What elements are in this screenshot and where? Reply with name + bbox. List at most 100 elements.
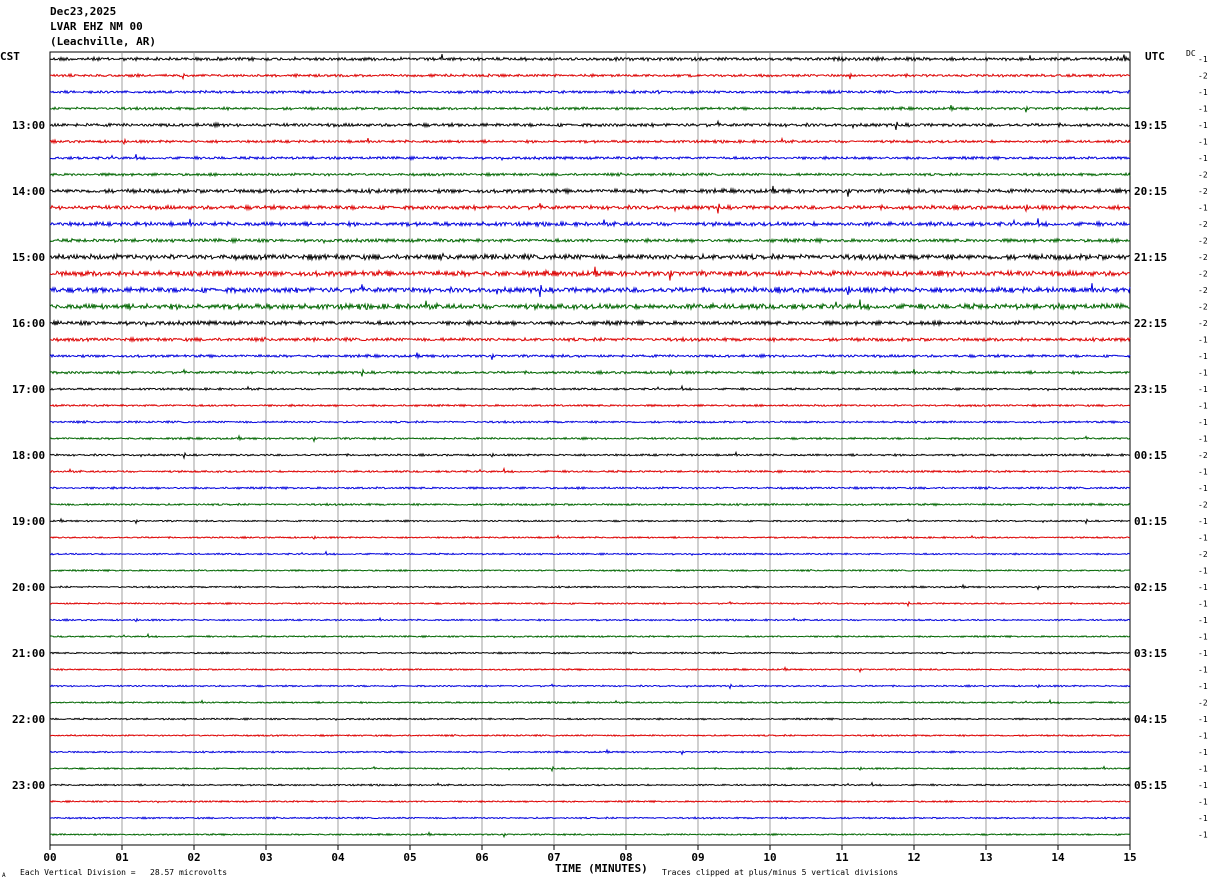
seismic-trace [49, 266, 1131, 281]
seismic-trace [49, 450, 1131, 460]
seismic-trace [49, 237, 1131, 245]
dc-offset-label: -1 [1198, 204, 1208, 213]
seismic-trace [49, 218, 1131, 229]
dc-offset-label: -2 [1198, 220, 1208, 229]
x-axis-title: TIME (MINUTES) [555, 862, 648, 875]
x-tick-label: 00 [43, 851, 56, 864]
station-code: LVAR EHZ NM 00 [50, 20, 143, 33]
dc-offset-label: -2 [1198, 237, 1208, 246]
seismic-trace [49, 171, 1131, 178]
seismic-trace [49, 733, 1131, 738]
dc-offset-label: -2 [1198, 270, 1208, 279]
dc-offset-label: -2 [1198, 171, 1208, 180]
seismic-trace [49, 434, 1131, 443]
x-tick-label: 12 [907, 851, 920, 864]
seismic-trace [49, 104, 1131, 113]
seismic-trace [49, 502, 1131, 507]
seismic-trace [49, 136, 1131, 146]
dc-offset-label: -1 [1198, 798, 1208, 807]
seismic-trace [49, 698, 1131, 705]
dc-offset-label: -2 [1198, 699, 1208, 708]
dc-offset-label: -2 [1198, 501, 1208, 510]
left-hour-label: 16:00 [12, 317, 45, 330]
right-hour-label: 22:15 [1134, 317, 1167, 330]
seismic-trace [49, 666, 1131, 674]
dc-offset-label: -1 [1198, 600, 1208, 609]
dc-offset-label: -1 [1198, 468, 1208, 477]
dc-offset-label: -2 [1198, 550, 1208, 559]
seismic-trace [49, 568, 1131, 573]
left-hour-label: 13:00 [12, 119, 45, 132]
right-hour-label: 04:15 [1134, 713, 1167, 726]
left-hour-label: 15:00 [12, 251, 45, 264]
dc-offset-label: -1 [1198, 435, 1208, 444]
dc-offset-label: -2 [1198, 72, 1208, 81]
right-hour-label: 19:15 [1134, 119, 1167, 132]
dc-offset-label: -1 [1198, 369, 1208, 378]
x-tick-label: 05 [403, 851, 416, 864]
seismic-trace [49, 72, 1131, 81]
left-hour-label: 17:00 [12, 383, 45, 396]
seismic-trace [49, 683, 1131, 690]
right-hour-label: 03:15 [1134, 647, 1167, 660]
dc-label: DC [1186, 49, 1196, 58]
seismic-trace [49, 319, 1131, 328]
dc-offset-label: -2 [1198, 286, 1208, 295]
seismic-trace [49, 154, 1131, 162]
seismic-trace [49, 283, 1131, 298]
dc-offset-label: -1 [1198, 385, 1208, 394]
seismic-trace [49, 252, 1131, 262]
left-hour-label: 18:00 [12, 449, 45, 462]
plot-date: Dec23,2025 [50, 5, 117, 18]
x-tick-label: 10 [763, 851, 776, 864]
dc-offset-label: -1 [1198, 534, 1208, 543]
seismic-trace [49, 119, 1131, 131]
seismic-trace [49, 583, 1131, 591]
dc-offset-label: -1 [1198, 88, 1208, 97]
seismic-trace [49, 616, 1131, 623]
dc-offset-label: -1 [1198, 682, 1208, 691]
dc-offset-label: -1 [1198, 138, 1208, 147]
dc-offset-label: -2 [1198, 253, 1208, 262]
dc-offset-label: -1 [1198, 732, 1208, 741]
x-tick-label: 13 [979, 851, 992, 864]
seismic-trace [49, 517, 1131, 525]
seismic-trace [49, 632, 1131, 639]
x-tick-label: 15 [1123, 851, 1136, 864]
left-timezone-label: CST [0, 50, 20, 63]
right-hour-label: 23:15 [1134, 383, 1167, 396]
dc-offset-label: -1 [1198, 418, 1208, 427]
dc-offset-label: -1 [1198, 567, 1208, 576]
x-tick-label: 08 [619, 851, 632, 864]
seismic-trace [49, 185, 1131, 197]
dc-offset-label: -1 [1198, 121, 1208, 130]
left-hour-label: 19:00 [12, 515, 45, 528]
dc-offset-label: -1 [1198, 105, 1208, 114]
seismic-trace [49, 54, 1131, 63]
left-hour-label: 20:00 [12, 581, 45, 594]
station-location: (Leachville, AR) [50, 35, 156, 48]
dc-offset-label: -1 [1198, 748, 1208, 757]
dc-offset-label: -1 [1198, 831, 1208, 840]
dc-offset-label: -1 [1198, 336, 1208, 345]
dc-offset-label: -1 [1198, 352, 1208, 361]
right-hour-label: 21:15 [1134, 251, 1167, 264]
dc-offset-label: -2 [1198, 319, 1208, 328]
right-hour-label: 01:15 [1134, 515, 1167, 528]
x-tick-label: 01 [115, 851, 129, 864]
seismic-trace [49, 335, 1131, 343]
seismic-trace [49, 816, 1131, 820]
dc-offset-label: -1 [1198, 633, 1208, 642]
x-tick-label: 03 [259, 851, 272, 864]
seismic-trace [49, 299, 1131, 312]
seismic-trace [49, 419, 1131, 425]
corner-mark: A [2, 872, 6, 879]
x-tick-label: 09 [691, 851, 704, 864]
seismic-trace [49, 352, 1131, 360]
seismic-trace [49, 600, 1131, 608]
seismic-trace [49, 203, 1131, 214]
right-hour-label: 05:15 [1134, 779, 1167, 792]
right-hour-label: 20:15 [1134, 185, 1167, 198]
left-hour-label: 21:00 [12, 647, 45, 660]
